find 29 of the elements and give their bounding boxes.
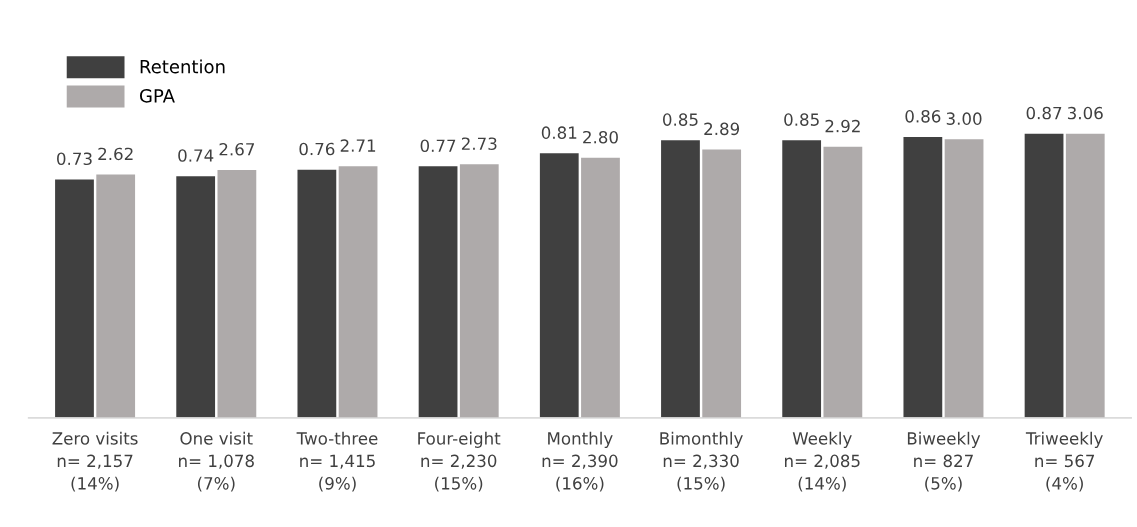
data-label: 3.00 [946, 112, 982, 125]
x-tick-label: Weekly n= 2,085 (14%) [785, 431, 860, 492]
x-tick-label: Four-eight n= 2,230 (15%) [418, 431, 501, 492]
data-label: 0.87 [1026, 106, 1062, 120]
data-label: 0.85 [784, 113, 819, 126]
data-label: 0.85 [663, 113, 698, 126]
data-label: 0.81 [541, 126, 577, 139]
data-label: 2.80 [583, 130, 618, 144]
data-label: 2.67 [219, 142, 255, 156]
x-tick-label: Monthly n= 2,390 (16%) [542, 431, 618, 492]
data-label: 2.62 [98, 147, 133, 161]
x-tick-label: Biweekly n= 827 (5%) [907, 431, 981, 492]
data-label: 0.73 [57, 152, 92, 166]
data-label: 0.74 [178, 149, 214, 162]
data-label: 2.89 [704, 122, 740, 136]
legend-label: GPA [139, 88, 175, 103]
data-label: 0.77 [420, 139, 456, 153]
legend-label: Retention [140, 59, 225, 74]
data-label: 0.86 [905, 110, 941, 123]
data-label: 2.71 [340, 139, 376, 152]
data-label: 2.73 [461, 137, 497, 151]
x-tick-label: Triweekly n= 567 (4%) [1025, 431, 1103, 492]
x-tick-label: Two-three n= 1,415 (9%) [296, 431, 378, 492]
data-label: 0.76 [299, 142, 335, 156]
x-tick-label: Zero visits n= 2,157 (14%) [52, 431, 138, 492]
x-tick-label: Bimonthly n= 2,330 (15%) [660, 431, 743, 492]
data-label: 2.92 [825, 119, 860, 133]
data-label: 3.06 [1067, 106, 1103, 120]
x-tick-label: One visit n= 1,078 (7%) [179, 431, 254, 492]
